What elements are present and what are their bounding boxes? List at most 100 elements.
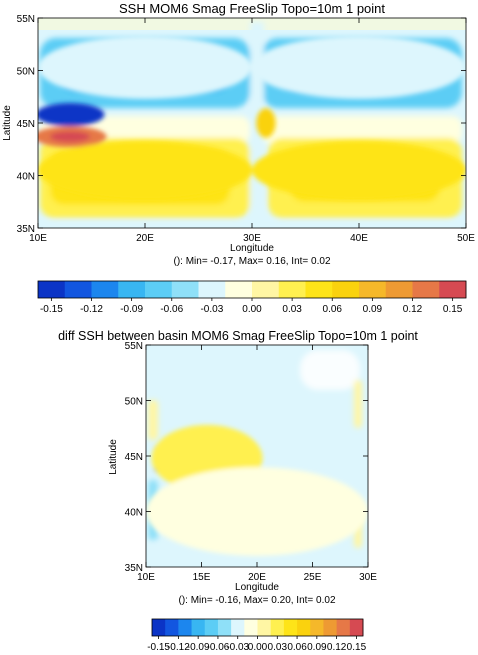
colorbar-2-swatch (231, 619, 245, 636)
plot-2-eddies (146, 424, 368, 556)
colorbar-2-swatch (217, 619, 232, 636)
plot-2-stats: (): Min= -0.16, Max= 0.20, Int= 0.02 (178, 595, 335, 606)
colorbar-2-tick-label: -0.09 (187, 642, 210, 653)
plot-2-field (146, 345, 368, 567)
colorbar-2-tick-label: -0.06 (207, 642, 230, 653)
plot-2-xtick-label: 15E (193, 572, 211, 583)
plot-1-eddy-4 (38, 140, 252, 200)
colorbar-1-swatch (252, 281, 280, 298)
plot-1-xtick-label: 30E (243, 233, 261, 244)
plot-2-west-warm-strip (148, 400, 158, 440)
colorbar-2-swatch (270, 619, 285, 636)
plot-2-ytick-label: 55N (125, 341, 143, 352)
plot-1: SSH MOM6 Smag FreeSlip Topo=10m 1 point (2, 1, 475, 267)
colorbar-1-swatch (332, 281, 360, 298)
plot-1-stats: (): Min= -0.17, Max= 0.16, Int= 0.02 (173, 256, 330, 267)
plot-1-eddy-2 (38, 35, 252, 99)
plot-1-ytick-label: 35N (17, 224, 35, 235)
colorbar-1-swatch (439, 281, 467, 298)
plot-2-xtick-label: 30E (359, 572, 377, 583)
plot-1-xlabel: Longitude (230, 243, 274, 254)
plot-2-xtick-label: 20E (248, 572, 266, 583)
colorbar-1-swatch (171, 281, 199, 298)
colorbar-2-tick-label: -0.03 (226, 642, 249, 653)
plot-1-ytick-label: 40N (17, 172, 35, 183)
colorbar-2-swatch (336, 619, 351, 636)
colorbar-1-swatch (359, 281, 387, 298)
colorbar-2-swatch (257, 619, 272, 636)
colorbar-1-tick-label: 0.00 (242, 304, 262, 315)
colorbar-2-swatch (204, 619, 219, 636)
colorbar-2-swatch (283, 619, 298, 636)
plot-1-eddy-core-0 (51, 108, 89, 121)
colorbar-1-swatch (412, 281, 440, 298)
colorbar-1: -0.15 -0.12 -0.09 -0.06 -0.03 0.00 0.03 0.06 0.0… (37, 280, 467, 315)
colorbar-1-swatch (64, 281, 92, 298)
colorbar-1-tick-label: 0.09 (363, 304, 383, 315)
plot-1-ylabel: Latitude (2, 105, 13, 141)
plot-1-xtick-label: 10E (29, 233, 47, 244)
colorbar-1-swatch (198, 281, 226, 298)
colorbar-1-tick-label: 0.03 (282, 304, 302, 315)
colorbar-1-tick-label: -0.03 (200, 304, 223, 315)
plot-2-axes: 10E 15E 20E 25E 30E 35N 40N 45N 50N 55N (125, 341, 378, 583)
colorbar-1-swatch (278, 281, 306, 298)
colorbar-1-swatch (385, 281, 413, 298)
plot-1-xtick-label: 40E (350, 233, 368, 244)
plot-1-xtick-label: 20E (136, 233, 154, 244)
plot-2-xtick-label: 10E (137, 572, 155, 583)
plot-2-ytick-label: 50N (125, 397, 143, 408)
colorbar-2-tick-label: -0.12 (167, 642, 190, 653)
colorbar-2-tick-label: -0.15 (147, 642, 170, 653)
colorbar-2-swatch (244, 619, 258, 636)
plot-1-eddies (38, 35, 466, 200)
plot-1-field (38, 18, 466, 228)
colorbar-1-swatch (145, 281, 173, 298)
plot-1-axes: 10E 20E 30E 40E 50E 35N 40N 45N 50N 55N (17, 14, 476, 244)
plot-2-title: diff SSH between basin MOM6 Smag FreeSli… (58, 329, 418, 343)
colorbar-1-tick-label: -0.15 (40, 304, 63, 315)
plot-2-east-warm-strip-1 (354, 380, 362, 428)
colorbar-2-swatch (297, 619, 311, 636)
plot-2-xtick-label: 25E (304, 572, 322, 583)
colorbar-2-tick-label: 0.06 (287, 642, 307, 653)
colorbar-2-swatch (310, 619, 324, 636)
plot-1-eddy-core-1 (50, 131, 91, 142)
colorbar-2-swatch (152, 619, 166, 636)
colorbar-1-swatch (91, 281, 119, 298)
plot-1-title: SSH MOM6 Smag FreeSlip Topo=10m 1 point (119, 1, 385, 16)
colorbar-1-tick-label: 0.06 (323, 304, 343, 315)
colorbar-1-swatch (305, 281, 333, 298)
plot-2-xlabel: Longitude (235, 582, 279, 593)
colorbar-2-swatch (349, 619, 364, 636)
colorbar-2-swatch (191, 619, 206, 636)
plot-1-east-neutral-band (262, 116, 462, 144)
colorbar-2-tick-label: 0.00 (248, 642, 268, 653)
plot-1-ytick-label: 55N (17, 14, 35, 25)
colorbar-1-tick-label: -0.06 (160, 304, 183, 315)
plot-2: diff SSH between basin MOM6 Smag FreeSli… (58, 329, 418, 606)
plot-2-eddy-3 (146, 467, 368, 556)
plot-2-ytick-label: 40N (125, 508, 143, 519)
colorbar-2-swatch (323, 619, 338, 636)
plot-2-ytick-label: 45N (125, 452, 143, 463)
plot-1-ytick-label: 45N (17, 119, 35, 130)
plot-2-ytick-label: 35N (125, 563, 143, 574)
plot-2-ylabel: Latitude (108, 439, 119, 475)
colorbar-1-swatch (38, 281, 66, 298)
colorbar-2-tick-label: 0.03 (268, 642, 288, 653)
plot-1-ytick-label: 50N (17, 67, 35, 78)
colorbar-1-tick-label: -0.12 (80, 304, 103, 315)
colorbar-1-swatch (225, 281, 253, 298)
colorbar-1-tick-label: -0.09 (120, 304, 143, 315)
colorbar-1-tick-label: 0.12 (403, 304, 423, 315)
colorbar-1-tick-label: 0.15 (443, 304, 463, 315)
colorbar-1-swatch (118, 281, 146, 298)
colorbar-2-tick-label: 0.15 (347, 642, 367, 653)
plot-1-eddy-3 (252, 35, 466, 99)
colorbar-2-swatch (178, 619, 192, 636)
colorbar-2-tick-label: 0.09 (307, 642, 327, 653)
plot-1-eddy-6 (256, 108, 276, 138)
plot-1-xtick-label: 50E (457, 233, 475, 244)
